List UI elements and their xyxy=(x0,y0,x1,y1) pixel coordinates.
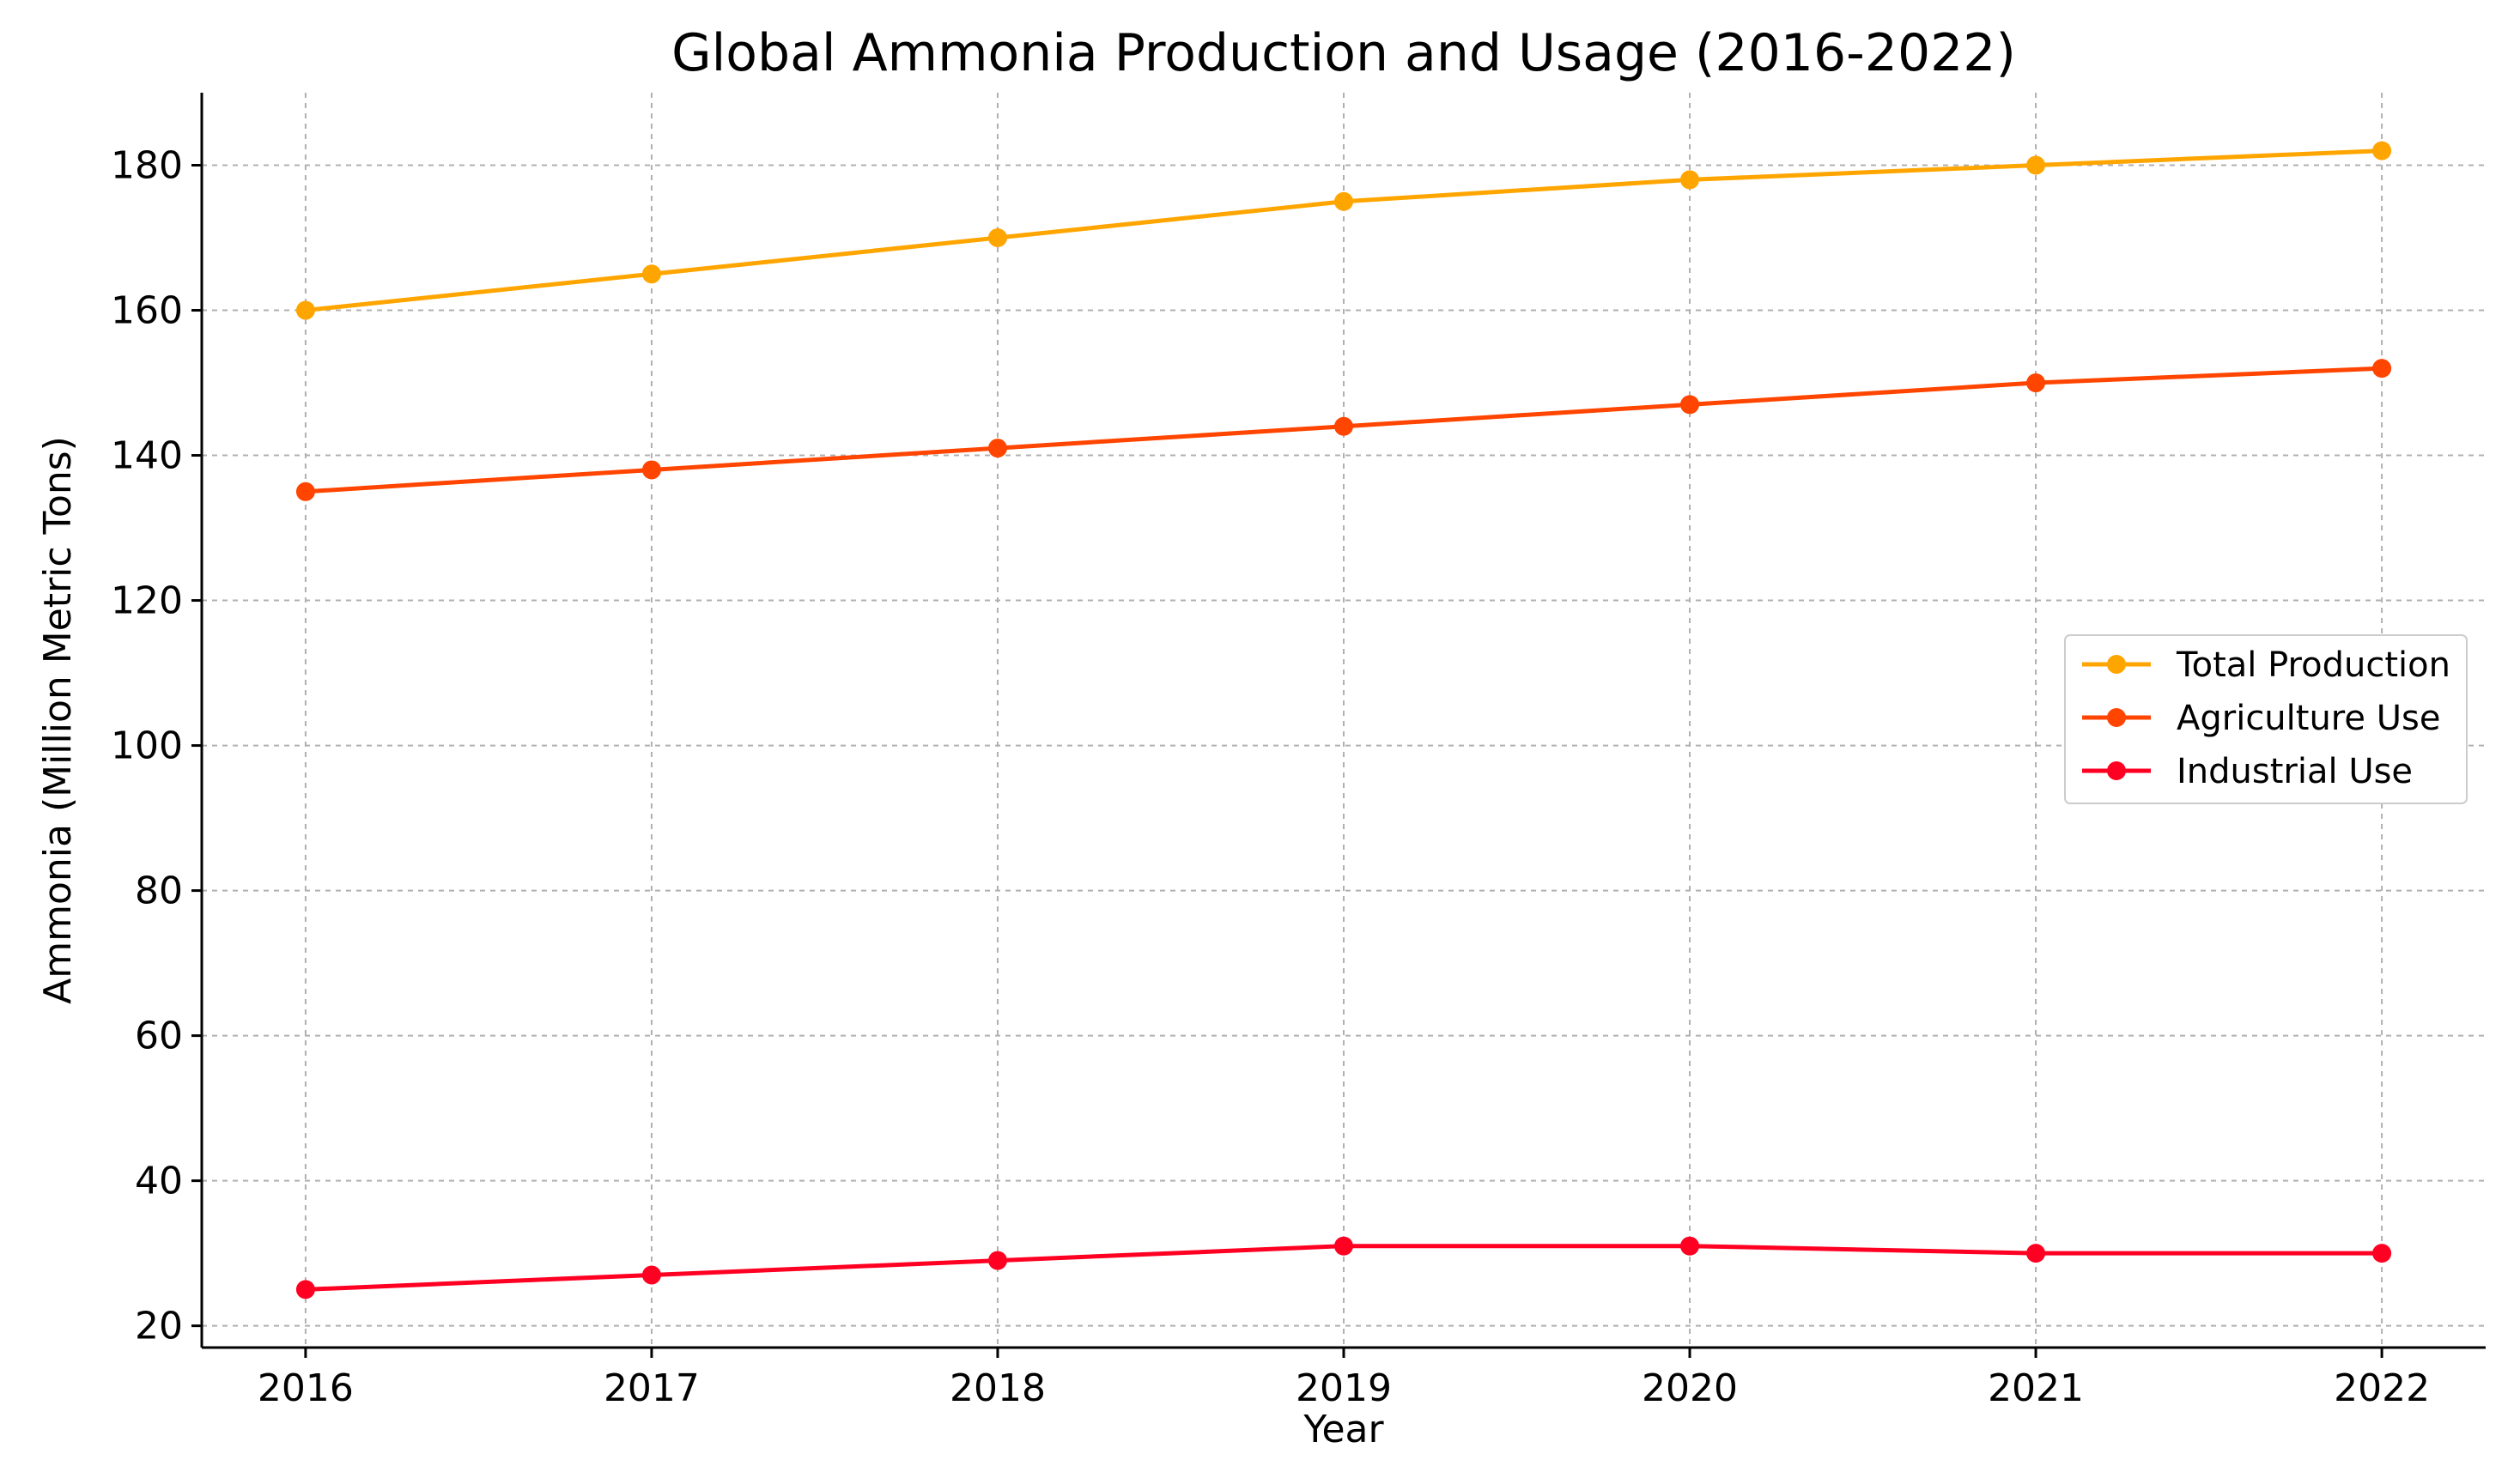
x-tick-label: 2021 xyxy=(1988,1366,2084,1410)
y-tick-label: 140 xyxy=(111,434,183,478)
data-point-industrial-use xyxy=(2026,1244,2046,1263)
data-point-total-production xyxy=(987,228,1007,248)
data-point-total-production xyxy=(641,264,661,284)
legend-label: Total Production xyxy=(2176,645,2450,685)
data-point-total-production xyxy=(1334,191,1353,211)
data-point-agriculture-use xyxy=(295,482,315,501)
data-point-total-production xyxy=(2026,155,2046,175)
data-point-industrial-use xyxy=(1334,1236,1353,1256)
x-axis-label: Year xyxy=(1303,1408,1384,1451)
data-point-industrial-use xyxy=(1680,1236,1700,1256)
x-tick-label: 2016 xyxy=(258,1366,354,1410)
legend-label: Industrial Use xyxy=(2177,752,2413,791)
legend: Total Production Agriculture Use Industria… xyxy=(2064,634,2468,804)
data-point-agriculture-use xyxy=(1334,416,1353,436)
data-point-agriculture-use xyxy=(987,439,1007,458)
data-point-agriculture-use xyxy=(641,460,661,480)
legend-swatch-marker xyxy=(2107,708,2126,727)
legend-swatch-marker xyxy=(2107,655,2126,674)
y-axis-ticks: 20 40 60 80 100 120 140 160 180 xyxy=(111,144,202,1348)
x-tick-label: 2020 xyxy=(1642,1366,1738,1410)
x-tick-label: 2017 xyxy=(604,1366,700,1410)
y-tick-label: 100 xyxy=(111,724,183,768)
legend-frame xyxy=(2064,634,2468,804)
legend-item-agriculture-use: Agriculture Use xyxy=(2082,699,2440,738)
legend-label: Agriculture Use xyxy=(2177,699,2440,738)
data-point-agriculture-use xyxy=(1680,395,1700,415)
series-total-production xyxy=(295,141,2392,320)
x-axis-ticks: 2016 2017 2018 2019 2020 2021 2022 xyxy=(258,1348,2430,1410)
y-tick-label: 20 xyxy=(135,1305,183,1348)
y-tick-label: 40 xyxy=(135,1160,183,1203)
chart-title: Global Ammonia Production and Usage (201… xyxy=(671,23,2016,83)
data-point-industrial-use xyxy=(987,1251,1007,1270)
series xyxy=(295,141,2392,1299)
series-agriculture-use xyxy=(295,359,2392,501)
data-point-industrial-use xyxy=(641,1265,661,1285)
y-tick-label: 160 xyxy=(111,289,183,333)
legend-item-industrial-use: Industrial Use xyxy=(2082,752,2413,791)
data-point-total-production xyxy=(295,300,315,320)
legend-item-total-production: Total Production xyxy=(2082,645,2450,685)
x-tick-label: 2019 xyxy=(1296,1366,1392,1410)
x-tick-label: 2022 xyxy=(2334,1366,2430,1410)
x-tick-label: 2018 xyxy=(950,1366,1046,1410)
y-tick-label: 120 xyxy=(111,579,183,623)
data-point-industrial-use xyxy=(2372,1244,2392,1263)
data-point-agriculture-use xyxy=(2026,373,2046,393)
data-point-agriculture-use xyxy=(2372,359,2392,379)
y-tick-label: 80 xyxy=(135,869,183,913)
y-tick-label: 180 xyxy=(111,144,183,188)
data-point-total-production xyxy=(1680,170,1700,190)
y-tick-label: 60 xyxy=(135,1015,183,1058)
legend-swatch-marker xyxy=(2107,761,2126,780)
series-industrial-use xyxy=(295,1236,2392,1299)
y-axis-label: Ammonia (Million Metric Tons) xyxy=(36,436,80,1004)
data-point-total-production xyxy=(2372,141,2392,161)
data-point-industrial-use xyxy=(295,1280,315,1299)
